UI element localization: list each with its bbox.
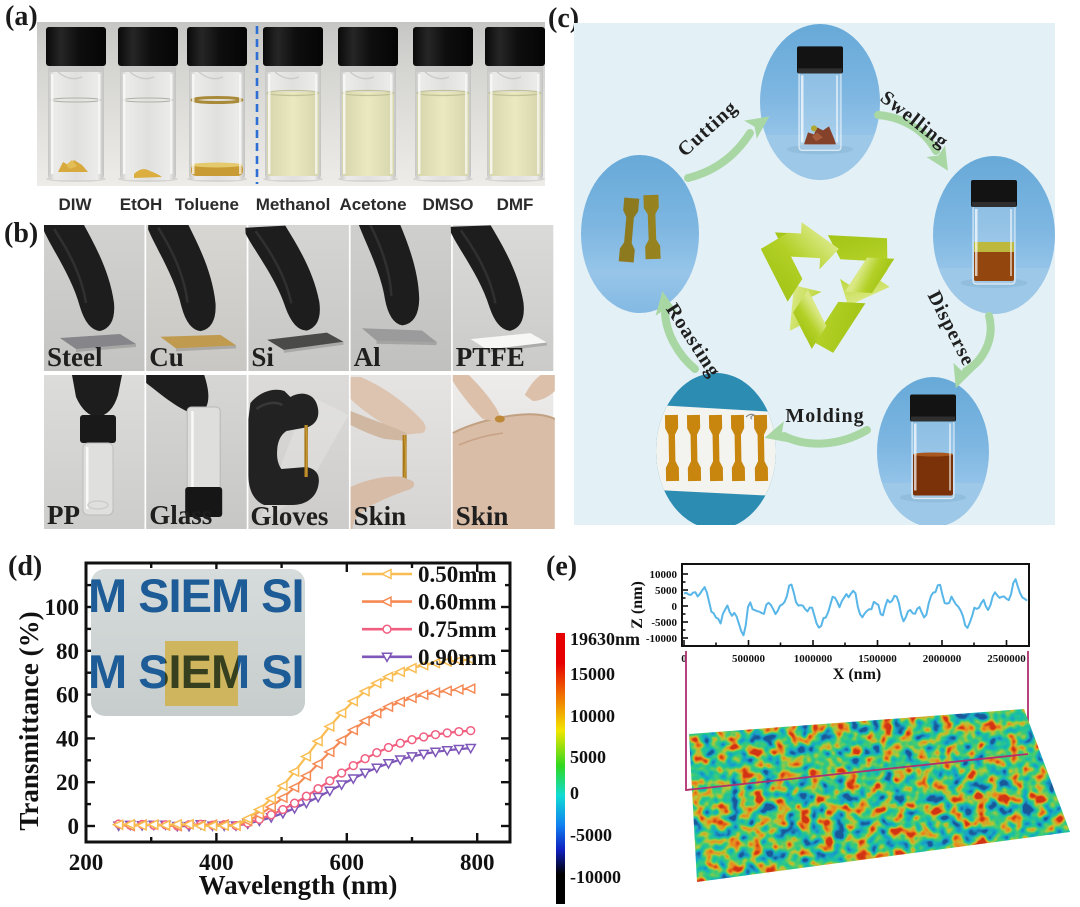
svg-text:80: 80	[56, 639, 79, 664]
svg-text:2500000: 2500000	[987, 653, 1026, 665]
svg-text:-5000: -5000	[651, 617, 677, 629]
svg-text:200: 200	[69, 850, 104, 875]
svg-text:Z (nm): Z (nm)	[629, 581, 646, 629]
svg-text:0.60mm: 0.60mm	[418, 590, 497, 615]
svg-text:40: 40	[56, 726, 79, 751]
svg-text:2000000: 2000000	[923, 653, 962, 665]
svg-text:1500000: 1500000	[858, 653, 897, 665]
svg-text:Skin: Skin	[456, 501, 509, 529]
svg-text:Gloves: Gloves	[250, 501, 328, 529]
svg-text:0.50mm: 0.50mm	[418, 562, 497, 587]
svg-text:400: 400	[199, 850, 234, 875]
svg-text:0.75mm: 0.75mm	[418, 617, 497, 642]
svg-text:PP: PP	[47, 500, 80, 529]
svg-text:Cu: Cu	[149, 342, 184, 372]
svg-text:20: 20	[56, 770, 79, 795]
svg-text:500000: 500000	[732, 653, 766, 665]
svg-text:Molding: Molding	[785, 405, 864, 427]
svg-text:100: 100	[45, 595, 80, 620]
svg-text:10000: 10000	[650, 569, 678, 581]
svg-text:-10000: -10000	[646, 633, 678, 645]
svg-text:1000000: 1000000	[794, 653, 833, 665]
svg-text:800: 800	[460, 850, 495, 875]
svg-text:PTFE: PTFE	[456, 342, 525, 372]
svg-text:0.90mm: 0.90mm	[418, 645, 497, 670]
svg-text:Wavelength (nm): Wavelength (nm)	[199, 870, 398, 900]
svg-text:600: 600	[330, 850, 365, 875]
svg-text:Si: Si	[251, 342, 274, 372]
svg-text:X (nm): X (nm)	[833, 666, 881, 683]
svg-text:Al: Al	[354, 342, 381, 372]
svg-text:5000: 5000	[655, 585, 678, 597]
svg-text:Glass: Glass	[149, 500, 212, 529]
svg-text:0: 0	[68, 814, 80, 839]
svg-text:60: 60	[56, 683, 79, 708]
svg-text:Steel: Steel	[47, 342, 103, 372]
svg-text:0: 0	[681, 653, 687, 665]
svg-text:Transmittance (%): Transmittance (%)	[14, 611, 44, 830]
svg-text:Skin: Skin	[354, 501, 407, 529]
svg-text:0: 0	[672, 601, 678, 613]
